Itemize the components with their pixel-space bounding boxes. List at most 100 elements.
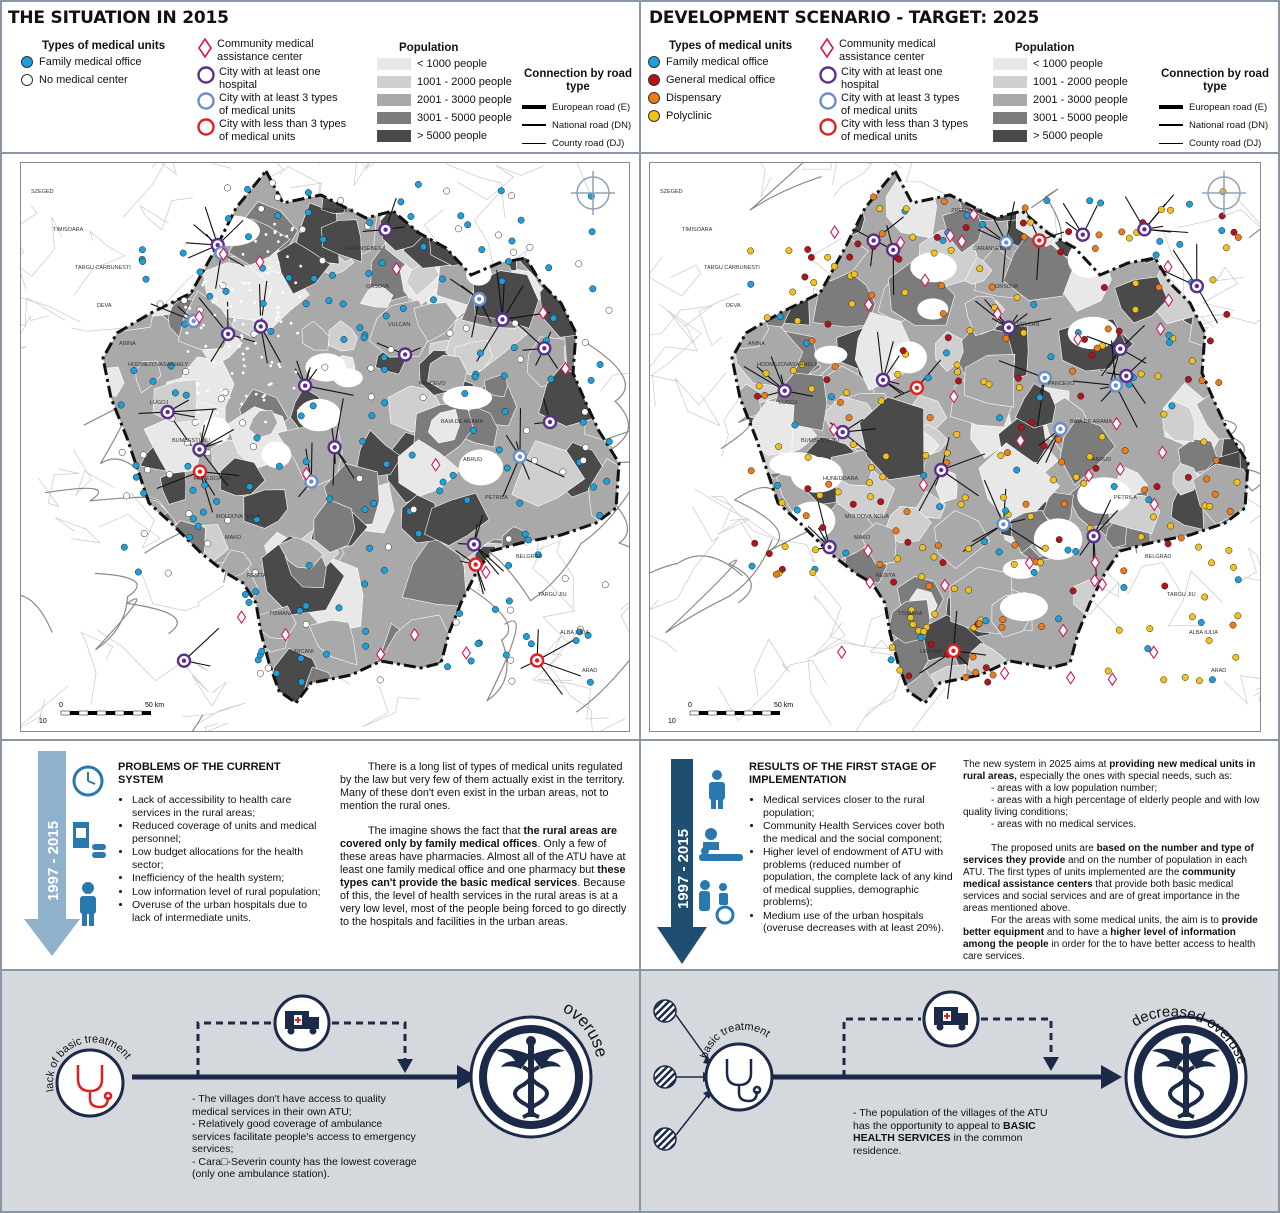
place-label: PANCEVO: [419, 381, 446, 387]
place-label: BUMBESTI-JIU: [801, 438, 839, 444]
right-paragraphs: The new system in 2025 aims at providing…: [963, 759, 1260, 962]
right-legend-population: Population < 1000 people 1001 - 2000 peo…: [993, 42, 1128, 145]
place-label: MAKO: [225, 535, 242, 541]
place-label: ABRUD: [1092, 457, 1111, 463]
right-legend-roads: Connection by road type European road (E…: [1159, 68, 1269, 149]
left-legend-population: Population < 1000 people 1001 - 2000 peo…: [377, 42, 512, 145]
village-node-3-icon: [653, 1127, 677, 1151]
period-arrow-right: 1997 - 2015: [657, 759, 707, 964]
place-label: ZRENJANIN: [951, 208, 982, 214]
compass-icon: [571, 171, 615, 215]
caduceus-icon: [1152, 1036, 1220, 1119]
dispensary-icon: [648, 92, 660, 104]
right-title: DEVELOPMENT SCENARIO - TARGET: 2025: [649, 8, 1040, 28]
three-types-city-icon: [197, 92, 215, 110]
place-label: SZEGED: [660, 189, 683, 195]
family-office-icon: [648, 56, 660, 68]
svg-text:10: 10: [668, 718, 676, 725]
place-label: SZEGED: [31, 189, 54, 195]
scale-bar: 0 50 km 10: [39, 702, 164, 725]
no-center-icon: [21, 74, 33, 86]
place-label: ABRUD: [463, 457, 482, 463]
place-label: TARGU JIU: [538, 592, 567, 598]
left-text-panel: 1997 - 2015 PROBLEMS OF THE CURRENT SYST…: [0, 740, 640, 970]
caduceus-icon: [497, 1036, 565, 1119]
svg-text:50 km: 50 km: [145, 702, 164, 709]
place-label: HODMEZOVASARHELY: [128, 362, 189, 368]
left-problems-list: Lack of accessibility to health care ser…: [118, 794, 328, 924]
wheelchair-icon: [699, 880, 735, 925]
place-label: ANINA: [119, 341, 136, 347]
right-results-list: Medical services closer to the rural pop…: [749, 794, 955, 935]
general-office-icon: [648, 74, 660, 86]
left-map-svg: SZEGED HODMEZOVASARHELY MAKO ZRENJANIN PANCE…: [21, 163, 629, 731]
place-label: MOLDOVA NOUA: [216, 514, 261, 520]
left-legend-family: Family medical office: [21, 53, 165, 71]
place-label: CARANSEBES: [344, 246, 382, 252]
right-icons: [693, 769, 749, 930]
less-three-city-icon: [197, 118, 215, 136]
svg-text:50 km: 50 km: [774, 702, 793, 709]
svg-text:10: 10: [39, 718, 47, 725]
place-label: LUGOJ: [779, 400, 798, 406]
place-label: BELGRAD: [516, 554, 542, 560]
place-label: VULCAN: [1017, 322, 1039, 328]
left-flow-diagram: lack of basic treatment overuse: [44, 994, 611, 1139]
left-legend-cities: Community medical assistance center City…: [197, 38, 349, 144]
left-flow-panel: lack of basic treatment overuse - The vi…: [0, 970, 640, 1213]
place-label: ALBA IULIA: [1189, 630, 1218, 636]
hospital-city-icon: [197, 66, 215, 84]
village-node-2-icon: [653, 1065, 677, 1089]
place-label: HODMEZOVASARHELY: [757, 362, 818, 368]
right-legend-cities: Community medical assistance center City…: [819, 38, 976, 144]
hospital-city-icon: [819, 66, 837, 84]
place-label: BUMBESTI-JIU: [172, 438, 210, 444]
place-label: ORSOVA: [366, 284, 389, 290]
doctor-icon: [80, 882, 96, 926]
three-types-city-icon: [819, 92, 837, 110]
pills-icon: [73, 822, 106, 858]
place-label: BAIA DE ARAMA: [441, 419, 484, 425]
svg-text:0: 0: [688, 702, 692, 709]
place-label: PANCEVO: [1048, 381, 1075, 387]
left-map: SZEGED HODMEZOVASARHELY MAKO ZRENJANIN PANCE…: [20, 162, 630, 732]
right-results-heading: RESULTS OF THE FIRST STAGE OF IMPLEMENTA…: [749, 761, 937, 786]
clock-icon: [72, 765, 104, 797]
place-label: CARANSEBES: [973, 246, 1011, 252]
right-map-svg: SZEGED HODMEZOVASARHELY MAKO ZRENJANIN PANCE…: [650, 163, 1260, 731]
community-center-icon: [820, 38, 834, 58]
place-label: RESITA: [876, 573, 896, 579]
place-label: HUNEDOARA: [823, 476, 858, 482]
left-legend-roads: Connection by road type European road (E…: [522, 68, 632, 149]
svg-text:1997 - 2015: 1997 - 2015: [675, 829, 692, 909]
right-map: SZEGED HODMEZOVASARHELY MAKO ZRENJANIN PANCE…: [649, 162, 1261, 732]
left-map-panel: THE SITUATION IN 2015 Types of medical u…: [0, 0, 640, 740]
patient-bed-icon: [699, 828, 743, 861]
polyclinic-icon: [648, 110, 660, 122]
left-legend-none: No medical center: [21, 71, 165, 89]
place-label: ARAD: [582, 668, 597, 674]
left-problems-heading: PROBLEMS OF THE CURRENT SYSTEM: [118, 761, 281, 786]
place-label: TARGU JIU: [1167, 592, 1196, 598]
svg-text:0: 0: [59, 702, 63, 709]
place-label: URICANI: [291, 649, 314, 655]
place-label: TARGU CARBUNESTI: [75, 265, 131, 271]
arrow-head-icon: [1101, 1065, 1122, 1089]
arrow-head-icon: [457, 1065, 478, 1089]
period-arrow-left: 1997 - 2015: [24, 751, 80, 956]
place-label: PETRILA: [1114, 495, 1137, 501]
place-label: TIMISOARA: [53, 227, 84, 233]
left-title: THE SITUATION IN 2015: [8, 8, 229, 28]
place-label: DEVA: [97, 303, 112, 309]
right-flow-note: - The population of the villages of the …: [853, 1107, 1048, 1157]
place-label: RESITA: [247, 573, 267, 579]
place-label: ZRENJANIN: [322, 208, 353, 214]
place-label: BAIA DE ARAMA: [1070, 419, 1113, 425]
place-label: TIMISOARA: [682, 227, 713, 233]
place-label: MOLDOVA NOUA: [845, 514, 890, 520]
right-results: RESULTS OF THE FIRST STAGE OF IMPLEMENTA…: [749, 761, 955, 936]
place-label: DEVA: [726, 303, 741, 309]
person-info-icon: [709, 770, 725, 809]
right-flow-diagram: basic treatment decreased overuse: [653, 990, 1251, 1151]
place-label: HUNEDOARA: [194, 476, 229, 482]
